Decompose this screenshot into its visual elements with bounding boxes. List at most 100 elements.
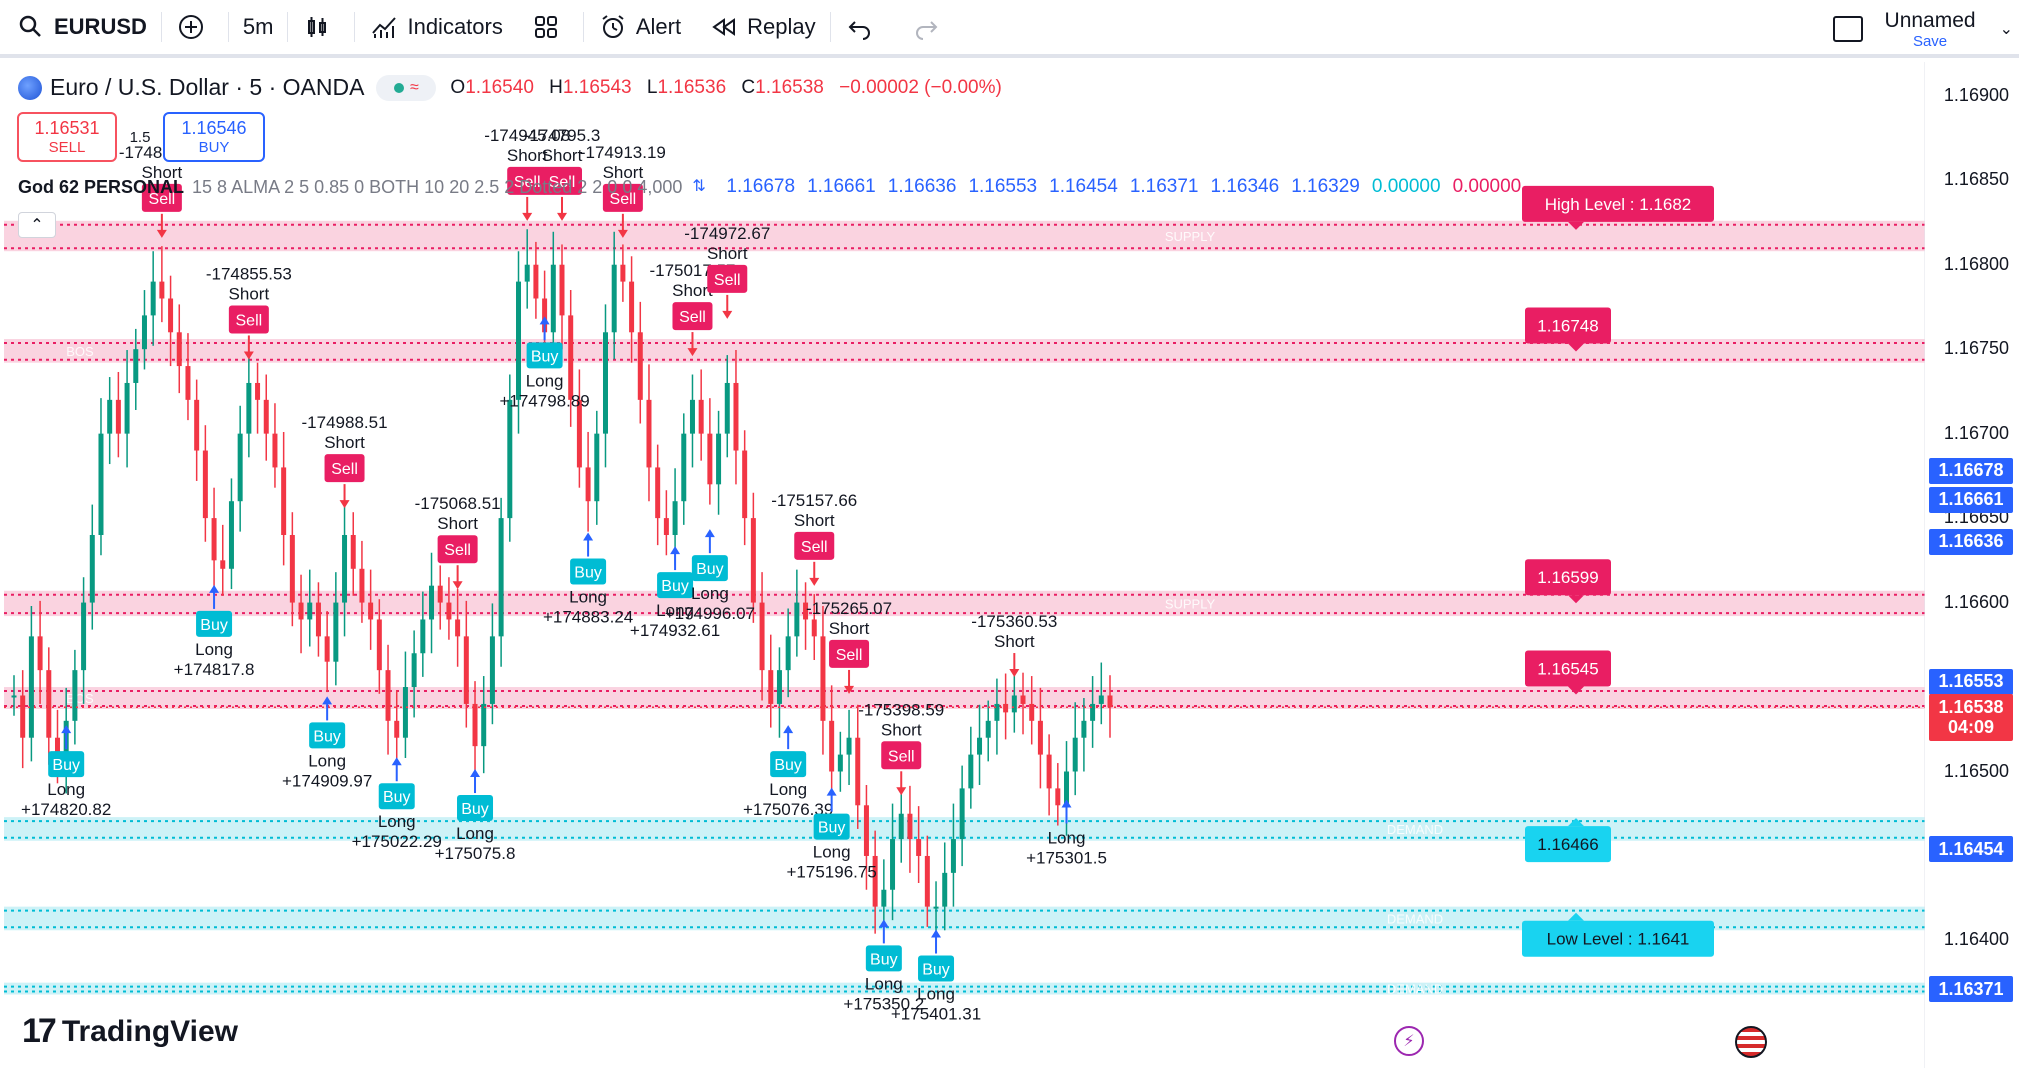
candle-body <box>533 264 539 299</box>
data-window-icon[interactable]: ⇅ <box>692 178 706 195</box>
candle-body <box>411 653 417 688</box>
zone-label: BOS <box>66 344 94 359</box>
price-axis-tag[interactable]: 1.16678 <box>1929 457 2013 484</box>
trade-direction-label: Long <box>865 974 903 993</box>
buy-signal-label: Buy <box>870 951 898 968</box>
trade-direction-label: Long <box>656 601 694 620</box>
long-arrow-head <box>878 919 889 928</box>
candle-body <box>115 399 121 434</box>
candle-body <box>124 382 130 434</box>
spread-value: 1.5 <box>129 128 151 146</box>
price-axis-tag[interactable]: 04:09 <box>1929 714 2013 741</box>
market-status-badge[interactable]: ≈ <box>376 74 437 101</box>
trade-pnl-label: -174855.53 <box>206 264 292 283</box>
search-icon <box>16 12 46 42</box>
chart-area[interactable]: SUPPLY BOS SUPPLY BOS DEMAND DEMAND DEMAND Buy L… <box>0 62 2019 1068</box>
trade-pnl-label: +174798.89 <box>499 391 589 410</box>
tv-wordmark-logo: TradingView <box>61 1014 238 1048</box>
candle-body <box>602 332 608 434</box>
price-axis-tag[interactable]: 1.16636 <box>1929 528 2013 555</box>
collapse-legend-button[interactable]: ⌃ <box>18 212 56 238</box>
price-axis[interactable]: 1.16900 1.16850 1.16800 1.16750 1.16700 1.166… <box>1925 62 2019 1068</box>
price-axis-tag[interactable]: 1.16553 <box>1929 668 2013 695</box>
sell-button[interactable]: 1.16531 SELL <box>17 112 117 162</box>
interval-button[interactable]: 5m <box>229 0 288 56</box>
sell-signal-label: Sell <box>679 309 706 326</box>
layout-icon[interactable] <box>1832 16 1863 42</box>
candle-body <box>307 602 313 620</box>
high-value: 1.16543 <box>562 76 632 98</box>
candle-body <box>333 602 339 662</box>
symbol-search-button[interactable]: EURUSD <box>0 0 161 56</box>
trade-direction-label: Long <box>526 371 564 390</box>
candle-body <box>481 703 487 747</box>
templates-button[interactable] <box>517 0 583 56</box>
indicator-legend[interactable]: God 62 PERSONAL 15 8 ALMA 2 5 0.85 0 BOT… <box>18 176 1521 198</box>
alert-button[interactable]: Alert <box>584 0 695 56</box>
us-flag-icon[interactable] <box>1735 1026 1767 1058</box>
candle-body <box>81 602 87 671</box>
trade-direction-label: Short <box>994 632 1035 651</box>
compare-symbol-button[interactable] <box>162 0 228 56</box>
price-tick-label: 1.16500 <box>1943 760 2009 781</box>
candle-body <box>959 788 965 840</box>
candle-body <box>211 518 217 561</box>
lightning-icon[interactable]: ⚡ <box>1394 1026 1424 1056</box>
zone-label: DEMAND <box>1387 822 1443 837</box>
replay-button[interactable]: Replay <box>695 0 829 56</box>
trade-direction-label: Long <box>917 985 955 1004</box>
candle-body <box>655 467 661 519</box>
candle-body <box>611 264 617 333</box>
candle-body <box>855 737 861 806</box>
buy-signal-label: Buy <box>922 962 950 979</box>
trade-direction-label: Short <box>324 433 365 452</box>
short-arrow-head <box>452 581 463 590</box>
high-label: H <box>549 76 563 98</box>
indicators-button[interactable]: Indicators <box>355 0 516 56</box>
symbol-title[interactable]: Euro / U.S. Dollar · 5 · OANDA <box>50 74 365 100</box>
indicator-params: 15 8 ALMA 2 5 0.85 0 BOTH 10 20 2.5 2 Do… <box>192 176 683 197</box>
level-tag-label: 1.16748 <box>1537 317 1598 336</box>
grid-icon <box>531 12 561 42</box>
candle-body <box>881 889 887 907</box>
save-label: Save <box>1912 32 1948 50</box>
redo-button[interactable] <box>897 0 963 56</box>
indicator-name[interactable]: God 62 PERSONAL <box>18 176 185 197</box>
price-axis-tag[interactable]: 1.16371 <box>1929 976 2013 1003</box>
candle-body <box>437 585 443 603</box>
candle-body <box>168 298 174 333</box>
trade-pnl-label: -174988.51 <box>302 413 388 432</box>
candle-body <box>1072 737 1078 772</box>
layout-name-button[interactable]: Unnamed Save <box>1885 9 1976 50</box>
price-tick-label: 1.16700 <box>1943 422 2009 443</box>
chart-canvas[interactable]: SUPPLYBOSSUPPLYBOSDEMANDDEMANDDEMANDBuyL… <box>0 62 1925 1068</box>
candle-body <box>20 695 26 738</box>
buy-signal-tag <box>309 722 346 749</box>
chevron-down-icon[interactable]: ⌄ <box>1999 21 2013 38</box>
short-arrow-head <box>722 310 733 319</box>
level-tag <box>1525 307 1611 344</box>
level-tag-label: Low Level : 1.1641 <box>1547 930 1690 949</box>
sell-signal-label: Sell <box>888 748 915 765</box>
price-axis-tag[interactable]: 1.16454 <box>1929 836 2013 863</box>
price-axis-tag[interactable]: 1.16661 <box>1929 486 2013 513</box>
candle-body <box>159 281 165 299</box>
trade-pnl-label: -175398.59 <box>858 700 944 719</box>
undo-button[interactable] <box>831 0 897 56</box>
buy-signal-label: Buy <box>661 578 689 595</box>
trade-direction-label: Short <box>507 146 548 165</box>
sell-signal-tag <box>794 531 835 560</box>
zone-label: DEMAND <box>1387 911 1443 926</box>
candle-body <box>263 399 269 434</box>
candle-body <box>202 450 208 519</box>
candle-body <box>759 602 765 671</box>
chart-type-button[interactable] <box>288 0 354 56</box>
buy-button[interactable]: 1.16546 BUY <box>163 112 265 162</box>
candle-body <box>385 670 391 721</box>
candle-body <box>342 535 348 603</box>
candle-body <box>698 399 704 434</box>
tradingview-logo[interactable]: 17 TradingView <box>22 1012 238 1051</box>
candle-body <box>150 281 156 316</box>
candle-body <box>89 535 95 603</box>
candle-body <box>559 264 565 316</box>
